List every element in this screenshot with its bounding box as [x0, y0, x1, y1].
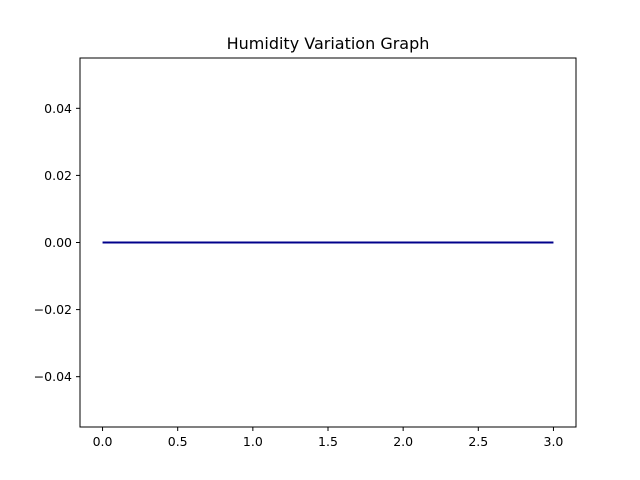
- x-axis: 0.0 0.5 1.0 1.5 2.0 2.5 3.0: [93, 427, 564, 449]
- chart-title: Humidity Variation Graph: [227, 34, 430, 53]
- y-tick-label: 0.00: [44, 235, 72, 250]
- y-tick-label: −0.02: [34, 302, 72, 317]
- x-tick-label: 1.0: [243, 434, 263, 449]
- x-tick-label: 3.0: [544, 434, 564, 449]
- y-tick-label: 0.02: [44, 168, 72, 183]
- x-tick-label: 0.0: [93, 434, 113, 449]
- x-tick-label: 0.5: [168, 434, 188, 449]
- y-tick-label: −0.04: [34, 369, 72, 384]
- y-axis: −0.04 −0.02 0.00 0.02 0.04: [34, 101, 80, 384]
- plot-frame: [79, 57, 577, 428]
- y-tick-label: 0.04: [44, 101, 72, 116]
- x-tick-label: 2.0: [393, 434, 413, 449]
- x-tick-label: 2.5: [468, 434, 488, 449]
- x-tick-label: 1.5: [318, 434, 338, 449]
